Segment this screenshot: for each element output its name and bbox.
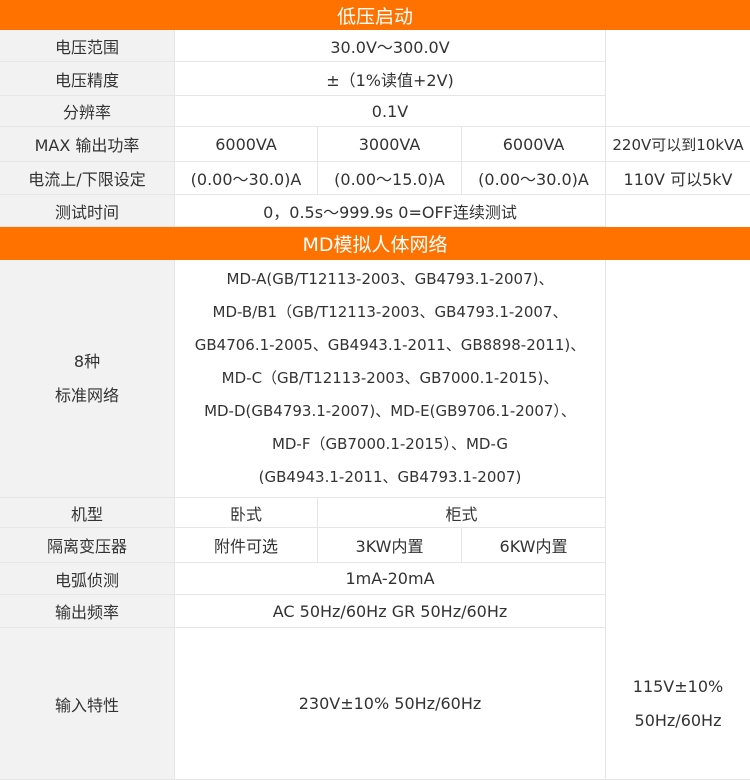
value-max-power: 3000VA [318,127,462,162]
empty-cell [606,30,750,127]
network-line: GB4706.1-2005、GB4943.1-2011、GB8898-2011)… [194,336,586,354]
value-max-power: 220V可以到10kVA [606,127,750,162]
value-voltage-accuracy: ±（1%读值+2V) [175,62,606,96]
network-line: MD-A(GB/T12113-2003、GB4793.1-2007)、 [226,270,554,288]
label-line: 标准网络 [54,385,119,405]
network-line: MD-B/B1（GB/T12113-2003、GB4793.1-2007、 [212,303,568,321]
label-voltage-range: 电压范围 [0,30,175,62]
value-input-115v: 115V±10% 50Hz/60Hz [606,628,750,780]
value-test-time: 0，0.5s～999.9s 0=OFF连续测试 [175,195,606,227]
value-current-limit: 110V 可以5kV [606,162,750,195]
label-max-power: MAX 输出功率 [0,127,175,162]
label-line: 8种 [73,351,101,371]
label-voltage-accuracy: 电压精度 [0,62,175,96]
value-max-power: 6000VA [462,127,606,162]
label-freq: 输出频率 [0,595,175,628]
value-model: 柜式 [318,498,606,528]
value-isolation: 附件可选 [175,528,318,563]
value-networks: MD-A(GB/T12113-2003、GB4793.1-2007)、 MD-B… [175,260,606,498]
input-line: 50Hz/60Hz [634,710,722,730]
network-line: MD-C（GB/T12113-2003、GB7000.1-2015)、 [221,369,559,387]
value-arc: 1mA-20mA [175,563,606,595]
network-line: MD-F（GB7000.1-2015）、MD-G [271,435,509,453]
section-header-md: MD模拟人体网络 [0,227,750,260]
value-input: 230V±10% 50Hz/60Hz [175,628,606,780]
label-isolation: 隔离变压器 [0,528,175,563]
value-isolation: 6KW内置 [462,528,606,563]
label-model: 机型 [0,498,175,528]
label-input: 输入特性 [0,628,175,780]
value-isolation: 3KW内置 [318,528,462,563]
label-resolution: 分辨率 [0,96,175,127]
value-current-limit: (0.00～15.0)A [318,162,462,195]
value-voltage-range: 30.0V～300.0V [175,30,606,62]
section-header-low-voltage: 低压启动 [0,0,750,30]
input-line: 115V±10% [632,676,724,696]
network-line: MD-D(GB4793.1-2007)、MD-E(GB9706.1-2007）、 [204,402,576,420]
value-freq: AC 50Hz/60Hz GR 50Hz/60Hz [175,595,606,628]
label-arc: 电弧侦测 [0,563,175,595]
value-model: 卧式 [175,498,318,528]
label-current-limit: 电流上/下限设定 [0,162,175,195]
label-networks: 8种 标准网络 [0,260,175,498]
value-current-limit: (0.00～30.0)A [175,162,318,195]
value-resolution: 0.1V [175,96,606,127]
value-current-limit: (0.00～30.0)A [462,162,606,195]
value-max-power: 6000VA [175,127,318,162]
network-line: (GB4943.1-2011、GB4793.1-2007) [258,468,522,486]
label-test-time: 测试时间 [0,195,175,227]
